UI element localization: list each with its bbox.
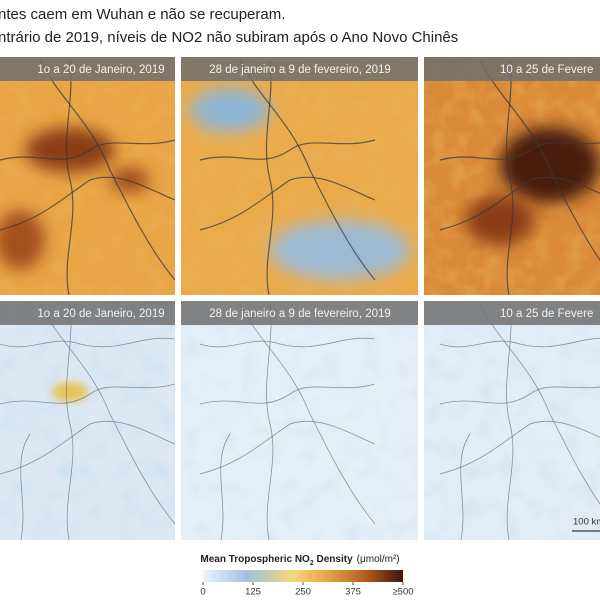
color-legend: Mean Tropospheric NO2 Density (μmol/m²) 0… bbox=[200, 554, 413, 598]
no2-hotspot bbox=[0, 210, 45, 270]
legend-unit: (μmol/m²) bbox=[357, 554, 400, 565]
label-bar bbox=[0, 57, 175, 81]
label-bar bbox=[0, 301, 175, 325]
no2-hotspot bbox=[52, 382, 88, 402]
no2-hotspot bbox=[25, 128, 115, 172]
map-panel bbox=[181, 57, 418, 295]
map-panel bbox=[0, 301, 175, 540]
legend-tick-label: 250 bbox=[295, 587, 311, 598]
header-line: ntrário de 2019, níveis de NO2 não subir… bbox=[0, 29, 458, 46]
panel-label: 1o a 20 de Janeiro, 2019 bbox=[37, 64, 164, 76]
low-area bbox=[190, 88, 270, 132]
map-panel: 100 km bbox=[424, 301, 600, 540]
legend-subscript: 2 bbox=[310, 560, 314, 567]
panel-labels: 1o a 20 de Janeiro, 2019 28 de janeiro a… bbox=[0, 57, 600, 325]
panel-label: 28 de janeiro a 9 de fevereiro, 2019 bbox=[209, 64, 391, 76]
panel-label: 1o a 20 de Janeiro, 2019 bbox=[37, 308, 164, 320]
map-panel bbox=[181, 301, 418, 540]
no2-hotspot bbox=[500, 127, 600, 203]
legend-title-end: Density bbox=[314, 554, 353, 565]
header-line: ntes caem em Wuhan e não se recuperam. bbox=[0, 6, 285, 23]
legend-tick-label: 0 bbox=[200, 587, 205, 598]
label-bar bbox=[424, 57, 600, 81]
legend-tick-label: ≥500 bbox=[392, 587, 413, 598]
panel-label: 10 a 25 de Fevere bbox=[500, 308, 593, 320]
label-bar bbox=[181, 301, 418, 325]
map-texture bbox=[424, 301, 600, 540]
no2-hotspot bbox=[110, 168, 150, 192]
panel-label: 28 de janeiro a 9 de fevereiro, 2019 bbox=[209, 308, 391, 320]
map-texture bbox=[181, 301, 418, 540]
label-bar bbox=[181, 57, 418, 81]
legend-ticks: 0 125 250 375 ≥500 bbox=[200, 582, 414, 598]
no2-hotspot bbox=[465, 195, 535, 245]
legend-tick-label: 125 bbox=[245, 587, 261, 598]
legend-title: Mean Tropospheric NO2 Density (μmol/m²) bbox=[200, 554, 399, 567]
colorbar bbox=[203, 570, 403, 582]
map-panel bbox=[0, 57, 175, 295]
scale-bar-label: 100 km bbox=[573, 517, 600, 528]
label-bar bbox=[424, 301, 600, 325]
legend-tick-label: 375 bbox=[345, 587, 361, 598]
low-area bbox=[270, 220, 410, 280]
panel-label: 10 a 25 de Fevere bbox=[500, 64, 593, 76]
map-panel bbox=[424, 57, 600, 295]
map-texture bbox=[0, 301, 175, 540]
legend-title-text: Mean Tropospheric NO bbox=[200, 554, 310, 565]
